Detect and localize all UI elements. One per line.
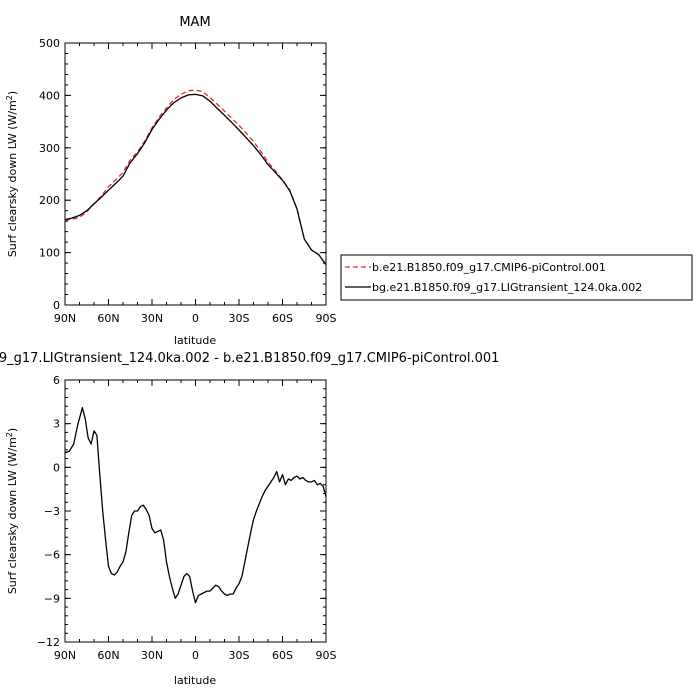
y-tick-label: −3 <box>44 505 60 518</box>
bottom-y-axis-label: Surf clearsky down LW (W/m2) <box>5 428 19 594</box>
y-tick-label: 300 <box>39 142 60 155</box>
x-tick-label: 30N <box>141 649 163 662</box>
x-tick-label: 0 <box>192 649 199 662</box>
y-tick-label: 200 <box>39 194 60 207</box>
x-tick-label: 60N <box>97 649 119 662</box>
y-tick-label: 3 <box>53 418 60 431</box>
y-tick-label: −12 <box>37 636 60 649</box>
x-tick-label: 60S <box>272 649 293 662</box>
bottom-panel: bg.e21.B1850.f09_g17.LIGtransient_124.0k… <box>0 351 499 687</box>
x-tick-label: 30S <box>229 312 250 325</box>
x-tick-label: 60N <box>97 312 119 325</box>
y-tick-label: −9 <box>44 592 60 605</box>
x-tick-label: 90N <box>54 649 76 662</box>
series-line-1 <box>64 407 327 604</box>
legend: b.e21.B1850.f09_g17.CMIP6-piControl.001 … <box>340 254 693 301</box>
series-line-2 <box>64 93 327 266</box>
x-tick-label: 90N <box>54 312 76 325</box>
x-tick-label: 90S <box>316 649 337 662</box>
x-tick-label: 30N <box>141 312 163 325</box>
bottom-y-ticks: −12 −9 −6 −3 0 3 6 <box>37 374 326 649</box>
top-x-axis-label: latitude <box>174 334 216 347</box>
top-minor-ticks <box>64 42 327 306</box>
legend-label-series-1: b.e21.B1850.f09_g17.CMIP6-piControl.001 <box>372 261 606 274</box>
top-chart-title: MAM <box>179 15 210 30</box>
bottom-x-ticks: 90N 60N 30N 0 30S 60S 90S <box>54 380 337 662</box>
top-x-ticks: 90N 60N 30N 0 30S 60S 90S <box>54 43 337 325</box>
x-tick-label: 90S <box>316 312 337 325</box>
y-tick-label: 100 <box>39 247 60 260</box>
y-tick-label: 500 <box>39 37 60 50</box>
bottom-series-group <box>64 407 327 604</box>
x-tick-label: 30S <box>229 649 250 662</box>
series-line-1 <box>64 89 327 266</box>
y-tick-label: −6 <box>44 549 60 562</box>
top-panel: MAM 90N 60N 30N 0 30S 60S 90S 0 100 200 300 400 500… <box>5 15 693 347</box>
y-tick-label: 0 <box>53 299 60 312</box>
legend-label-series-2: bg.e21.B1850.f09_g17.LIGtransient_124.0k… <box>372 281 642 294</box>
y-tick-label: 400 <box>39 89 60 102</box>
x-tick-label: 60S <box>272 312 293 325</box>
top-series-group <box>64 89 327 266</box>
top-plot-frame <box>64 42 327 306</box>
y-tick-label: 6 <box>53 374 60 387</box>
bottom-x-axis-label: latitude <box>174 674 216 687</box>
bottom-chart-title: bg.e21.B1850.f09_g17.LIGtransient_124.0k… <box>0 351 499 366</box>
y-tick-label: 0 <box>53 461 60 474</box>
legend-box <box>340 254 693 301</box>
top-y-ticks: 0 100 200 300 400 500 <box>39 37 326 312</box>
top-y-axis-label: Surf clearsky down LW (W/m2) <box>5 91 19 257</box>
x-tick-label: 0 <box>192 312 199 325</box>
bottom-minor-ticks <box>64 379 327 643</box>
